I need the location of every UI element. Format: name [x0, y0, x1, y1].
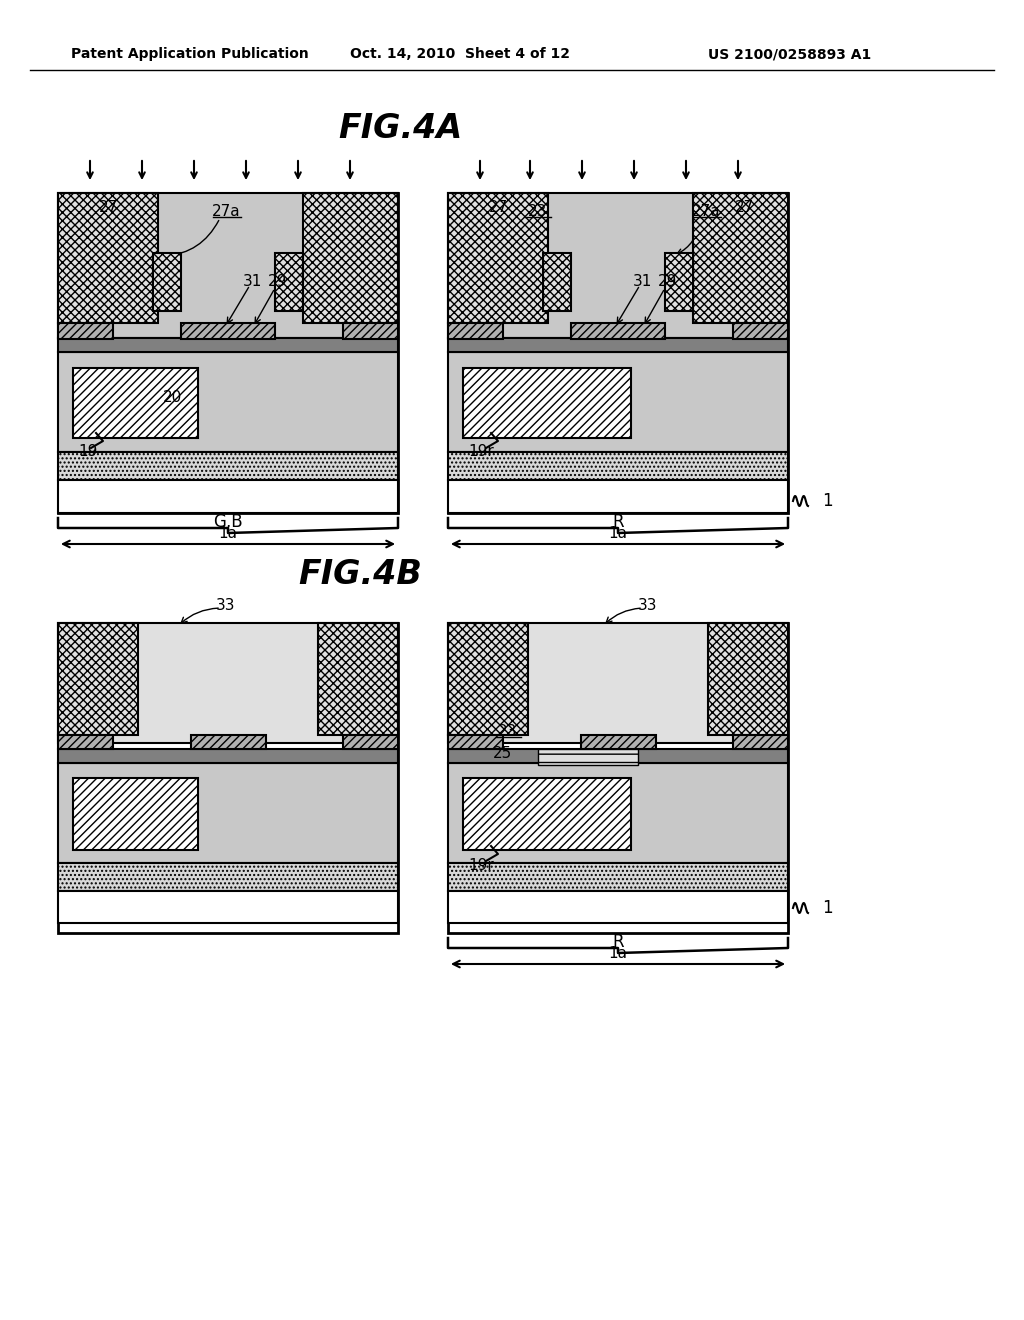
- Text: FIG.4B: FIG.4B: [298, 558, 422, 591]
- Bar: [58, 623, 138, 735]
- Bar: [449, 623, 788, 743]
- Bar: [58, 352, 398, 451]
- Text: Oct. 14, 2010  Sheet 4 of 12: Oct. 14, 2010 Sheet 4 of 12: [350, 48, 570, 61]
- Bar: [733, 735, 788, 748]
- Text: 27: 27: [98, 201, 118, 215]
- Text: G,B: G,B: [213, 513, 243, 531]
- Bar: [58, 193, 398, 338]
- Text: 1: 1: [822, 899, 833, 917]
- Text: 27a: 27a: [691, 203, 720, 219]
- Bar: [153, 253, 181, 312]
- Bar: [708, 623, 788, 735]
- Bar: [58, 193, 398, 338]
- Bar: [73, 777, 198, 850]
- Bar: [733, 323, 788, 339]
- Bar: [58, 352, 398, 451]
- Text: 29: 29: [268, 273, 288, 289]
- Bar: [58, 623, 398, 933]
- Text: 23: 23: [499, 723, 518, 738]
- Bar: [543, 253, 571, 312]
- Text: 1a: 1a: [608, 946, 628, 961]
- Text: 33: 33: [638, 598, 657, 612]
- Bar: [191, 735, 266, 748]
- Bar: [449, 352, 788, 451]
- Bar: [181, 323, 275, 339]
- Bar: [449, 193, 788, 338]
- Bar: [58, 323, 113, 339]
- Bar: [58, 193, 398, 513]
- Bar: [449, 623, 528, 735]
- Bar: [58, 863, 398, 891]
- Text: R: R: [612, 513, 624, 531]
- Bar: [58, 623, 398, 743]
- Bar: [665, 253, 693, 312]
- Bar: [449, 193, 788, 338]
- Bar: [58, 763, 398, 863]
- Bar: [58, 763, 398, 863]
- Bar: [73, 368, 198, 438]
- Text: 19r: 19r: [468, 444, 494, 458]
- Bar: [463, 777, 631, 850]
- Bar: [449, 735, 503, 748]
- Bar: [58, 193, 158, 323]
- Bar: [449, 193, 548, 323]
- Bar: [449, 863, 788, 891]
- Bar: [58, 735, 113, 748]
- Bar: [449, 352, 788, 451]
- Bar: [318, 623, 398, 735]
- Bar: [449, 748, 788, 763]
- Bar: [449, 193, 788, 513]
- Bar: [449, 763, 788, 863]
- Bar: [58, 623, 398, 743]
- Bar: [449, 623, 788, 933]
- Bar: [303, 193, 398, 323]
- Bar: [58, 748, 398, 763]
- Text: 19: 19: [78, 444, 97, 458]
- Text: 27: 27: [488, 201, 508, 215]
- Text: R: R: [612, 933, 624, 950]
- Text: 31: 31: [243, 273, 262, 289]
- Bar: [449, 891, 788, 923]
- Bar: [538, 748, 638, 766]
- Bar: [343, 735, 398, 748]
- Text: 25: 25: [494, 746, 513, 760]
- Text: 23: 23: [528, 203, 548, 219]
- Bar: [449, 763, 788, 863]
- Text: 27a: 27a: [212, 203, 241, 219]
- Bar: [449, 480, 788, 513]
- Text: 1a: 1a: [608, 527, 628, 541]
- Bar: [449, 623, 788, 743]
- Bar: [449, 338, 788, 352]
- Text: 33: 33: [216, 598, 236, 612]
- Text: 1a: 1a: [218, 527, 238, 541]
- Text: 31: 31: [632, 273, 651, 289]
- Bar: [449, 451, 788, 480]
- Text: Patent Application Publication: Patent Application Publication: [71, 48, 309, 61]
- Bar: [58, 451, 398, 480]
- Text: 19r: 19r: [468, 858, 494, 873]
- Bar: [343, 323, 398, 339]
- Bar: [463, 368, 631, 438]
- Text: 29: 29: [658, 273, 678, 289]
- Text: 27: 27: [735, 201, 755, 215]
- Text: 20: 20: [164, 391, 182, 405]
- Text: US 2100/0258893 A1: US 2100/0258893 A1: [709, 48, 871, 61]
- Bar: [275, 253, 303, 312]
- Bar: [58, 338, 398, 352]
- Bar: [449, 323, 503, 339]
- Bar: [693, 193, 788, 323]
- Text: 1: 1: [822, 492, 833, 510]
- Bar: [571, 323, 665, 339]
- Bar: [58, 480, 398, 513]
- Bar: [581, 735, 656, 748]
- Text: FIG.4A: FIG.4A: [338, 111, 462, 144]
- Bar: [58, 891, 398, 923]
